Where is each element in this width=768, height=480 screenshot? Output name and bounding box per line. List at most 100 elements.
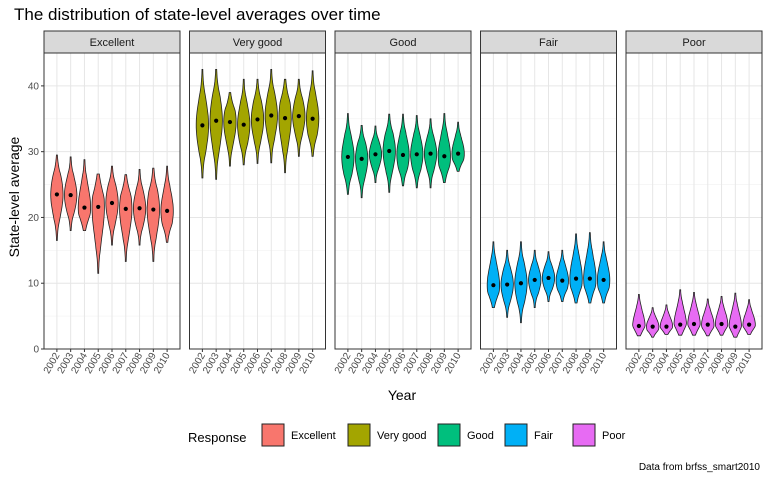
mean-point (96, 204, 101, 210)
mean-point (442, 154, 447, 159)
mean-point (587, 276, 592, 281)
mean-point (414, 152, 419, 157)
mean-point (491, 283, 496, 288)
facet-panel: Excellent2002200320042005200620072008200… (42, 30, 181, 376)
y-tick-label: 10 (28, 279, 40, 290)
mean-point (532, 277, 537, 283)
legend-label: Poor (602, 430, 626, 442)
legend-label: Excellent (291, 430, 336, 442)
mean-point (664, 324, 669, 329)
mean-point (636, 323, 641, 329)
legend-swatch (572, 423, 596, 447)
violin (382, 113, 396, 193)
violin (50, 154, 64, 241)
violin (597, 241, 611, 304)
mean-point (733, 324, 738, 329)
y-tick-label: 20 (28, 213, 40, 224)
mean-point (310, 116, 315, 121)
mean-point (373, 152, 378, 157)
mean-point (214, 118, 219, 123)
mean-point (109, 200, 115, 206)
caption: Data from brfss_smart2010 (639, 462, 761, 473)
violin (451, 121, 465, 172)
legend-title: Response (188, 430, 247, 445)
x-axis-title: Year (388, 387, 417, 403)
violin (146, 167, 160, 262)
violin (687, 291, 701, 336)
facet-label: Good (390, 37, 417, 49)
mean-point (255, 117, 260, 122)
mean-point (719, 321, 724, 327)
facet-label: Fair (539, 37, 558, 49)
legend-label: Fair (534, 430, 553, 442)
mean-point (345, 154, 350, 160)
violin (223, 92, 237, 167)
facet-label: Excellent (90, 37, 135, 49)
legend-label: Very good (377, 430, 427, 442)
violin (715, 295, 729, 336)
mean-point (165, 208, 170, 213)
panel-border (189, 52, 326, 350)
violin (396, 113, 410, 187)
legend-swatch (347, 423, 371, 447)
violin (673, 289, 687, 336)
mean-point (705, 322, 710, 327)
violin (305, 70, 320, 157)
mean-point (282, 116, 288, 121)
mean-point (200, 123, 205, 128)
violin (105, 165, 119, 246)
violin (119, 174, 133, 262)
violin (486, 241, 501, 309)
mean-point (54, 192, 59, 197)
violin (237, 78, 251, 166)
y-axis-title: State-level average (6, 136, 22, 257)
violin (583, 232, 597, 304)
violin (437, 113, 451, 184)
panel-border (480, 52, 617, 350)
violin (646, 307, 660, 338)
violin (728, 292, 742, 338)
mean-point (269, 113, 274, 118)
mean-point (428, 151, 433, 156)
mean-point (601, 277, 606, 283)
mean-point (296, 114, 301, 119)
facet-label: Very good (233, 37, 283, 49)
legend-swatch (504, 423, 528, 447)
panel-border (43, 52, 181, 350)
violin (160, 165, 174, 243)
mean-point (518, 281, 524, 286)
mean-point (227, 119, 233, 125)
facet-label: Poor (682, 37, 706, 49)
violin (209, 69, 223, 180)
mean-point (747, 322, 752, 327)
mean-point (241, 122, 246, 127)
mean-point (456, 151, 461, 156)
mean-point (678, 322, 683, 327)
mean-point (573, 276, 579, 281)
violin (410, 115, 424, 189)
violin (742, 299, 756, 335)
facet-panel: Very good2002200320042005200620072008200… (187, 30, 326, 376)
mean-point (82, 205, 87, 210)
y-tick-label: 40 (28, 81, 40, 92)
mean-point (68, 192, 73, 198)
mean-point (650, 324, 655, 329)
violin (569, 233, 583, 304)
legend-swatch (437, 423, 461, 447)
mean-point (387, 148, 392, 154)
violin (355, 125, 369, 199)
chart-title: The distribution of state-level averages… (14, 5, 381, 24)
y-tick-label: 0 (33, 345, 39, 356)
mean-point (151, 207, 156, 212)
mean-point (400, 152, 406, 158)
panel-border (625, 52, 763, 350)
y-axis: 0 10 20 30 40 (28, 81, 44, 356)
facet-panels: Excellent2002200320042005200620072008200… (42, 30, 763, 376)
mean-point (505, 282, 510, 287)
legend-label: Good (467, 430, 494, 442)
violin (701, 298, 715, 337)
